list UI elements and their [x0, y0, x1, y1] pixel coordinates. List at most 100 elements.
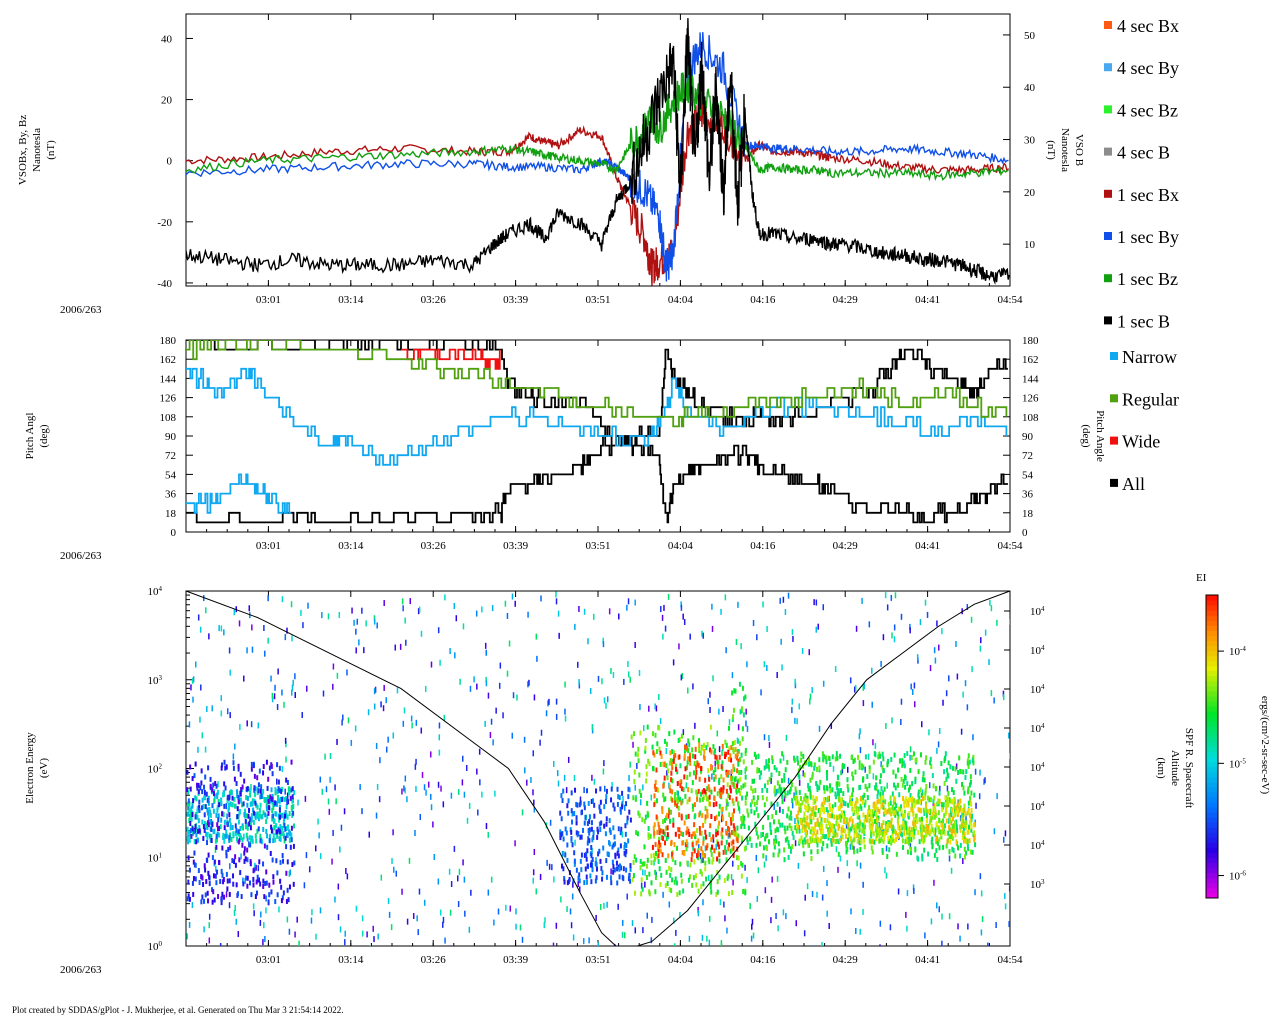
- spectrogram-pixel: [278, 814, 281, 820]
- spectrogram-pixel: [962, 769, 965, 775]
- spectrogram-pixel: [632, 859, 635, 865]
- spectrogram-pixel: [702, 754, 705, 760]
- spectrogram-pixel: [810, 849, 813, 855]
- spectrogram-pixel: [615, 860, 618, 866]
- spectrogram-pixel: [810, 762, 813, 768]
- spectrogram-pixel: [213, 791, 216, 797]
- spectrogram-pixel: [867, 809, 870, 815]
- spectrogram-pixel: [417, 608, 420, 615]
- spectrogram-pixel: [889, 835, 892, 841]
- spectrogram-pixel: [544, 917, 546, 924]
- spectrogram-pixel: [727, 769, 730, 775]
- spectrogram-pixel: [751, 778, 754, 784]
- spectrogram-pixel: [839, 855, 842, 862]
- spectrogram-pixel: [463, 876, 466, 883]
- spectrogram-pixel: [901, 758, 904, 764]
- spectrogram-pixel: [836, 774, 839, 780]
- spectrogram-pixel: [532, 869, 535, 876]
- date-label: 2006/263: [60, 304, 102, 316]
- spectrogram-pixel: [897, 814, 900, 820]
- spectrogram-pixel: [597, 942, 599, 946]
- spectrogram-pixel: [700, 846, 703, 852]
- colorbar-segment: [1206, 614, 1218, 621]
- spectrogram-pixel: [240, 787, 243, 793]
- spectrogram-pixel: [731, 812, 734, 818]
- spectrogram-pixel: [691, 851, 694, 857]
- spectrogram-pixel: [738, 770, 741, 776]
- spectrogram-pixel: [896, 818, 899, 824]
- spectrogram-pixel: [200, 780, 203, 786]
- spectrogram-pixel: [866, 813, 869, 819]
- spectrogram-pixel: [206, 797, 209, 803]
- spectrogram-pixel: [969, 820, 972, 826]
- spectrogram-pixel: [831, 823, 834, 829]
- spectrogram-pixel: [632, 873, 635, 879]
- spectrogram-pixel: [781, 822, 784, 828]
- spectrogram-pixel: [914, 776, 917, 782]
- spectrogram-pixel: [368, 831, 371, 838]
- y-tick-label-right: 180: [1022, 335, 1039, 347]
- spectrogram-pixel: [712, 836, 715, 843]
- spectrogram-pixel: [562, 788, 565, 794]
- spectrogram-pixel: [958, 800, 961, 806]
- spectrogram-pixel: [851, 818, 854, 824]
- spectrogram-pixel: [707, 796, 710, 802]
- spectrogram-pixel: [254, 894, 257, 900]
- spectrogram-pixel: [233, 859, 236, 865]
- spectrogram-pixel: [552, 760, 555, 767]
- spectrogram-pixel: [596, 834, 599, 840]
- spectrogram-pixel: [321, 788, 324, 795]
- spectrogram-pixel: [236, 830, 239, 836]
- spectrogram-pixel: [876, 817, 879, 823]
- y-tick-label: 90: [165, 431, 177, 443]
- spectrogram-pixel: [587, 836, 590, 842]
- spectrogram-pixel: [716, 856, 719, 862]
- x-tick-label: 03:51: [585, 540, 610, 552]
- spectrogram-pixel: [835, 838, 838, 844]
- spectrogram-pixel: [634, 927, 637, 934]
- spectrogram-pixel: [237, 763, 240, 769]
- spectrogram-pixel: [533, 694, 536, 701]
- spectrogram-pixel: [587, 638, 589, 645]
- spectrogram-pixel: [263, 894, 266, 900]
- colorbar-segment: [1206, 609, 1218, 616]
- spectrogram-pixel: [761, 831, 764, 837]
- spectrogram-pixel: [888, 847, 891, 853]
- spectrogram-pixel: [878, 808, 881, 814]
- spectrogram-pixel: [775, 838, 778, 844]
- spectrogram-pixel: [808, 649, 811, 656]
- spectrogram-pixel: [836, 785, 839, 791]
- spectrogram-pixel: [613, 867, 616, 873]
- spectrogram-pixel: [623, 845, 626, 851]
- spectrogram-pixel: [605, 821, 608, 827]
- spectrogram-pixel: [647, 812, 650, 818]
- spectrogram-pixel: [935, 785, 938, 791]
- spectrogram-pixel: [439, 659, 441, 666]
- spectrogram-pixel: [961, 811, 964, 817]
- spectrogram-pixel: [863, 802, 866, 808]
- spectrogram-pixel: [879, 944, 881, 946]
- spectrogram-pixel: [785, 913, 787, 920]
- spectrogram-pixel: [247, 813, 250, 819]
- spectrogram-pixel: [233, 909, 236, 916]
- spectrogram-pixel: [809, 789, 812, 795]
- spectrogram-pixel: [602, 641, 605, 648]
- spectrogram-pixel: [839, 753, 842, 759]
- spectrogram-pixel: [959, 798, 962, 804]
- spectrogram-pixel: [465, 764, 468, 771]
- spectrogram-pixel: [882, 634, 885, 641]
- spectrogram-pixel: [628, 787, 631, 793]
- spectrogram-pixel: [256, 874, 259, 880]
- spectrogram-pixel: [825, 823, 828, 829]
- spectrogram-pixel: [805, 832, 808, 838]
- spectrogram-pixel: [859, 834, 862, 840]
- spectrogram-pixel: [783, 847, 786, 853]
- spectrogram-pixel: [945, 818, 948, 824]
- spectrogram-pixel: [667, 593, 670, 600]
- spectrogram-pixel: [244, 877, 246, 884]
- spectrogram-pixel: [268, 834, 271, 840]
- spectrogram-pixel: [853, 846, 855, 853]
- spectrogram-pixel: [777, 925, 779, 932]
- spectrogram-pixel: [259, 794, 262, 800]
- spectrogram-pixel: [244, 808, 247, 814]
